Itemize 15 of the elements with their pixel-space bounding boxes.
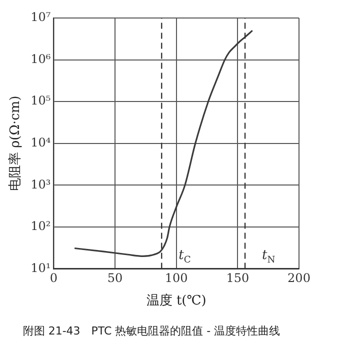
x-tick-label: 200 bbox=[288, 271, 310, 286]
y-axis-title: 电阻率 ρ(Ω·cm) bbox=[7, 96, 24, 192]
y-tick-label: 10⁷ bbox=[30, 10, 51, 24]
x-axis-title: 温度 t(℃) bbox=[146, 292, 206, 308]
x-tick-label: 150 bbox=[226, 271, 250, 286]
y-tick-label: 10⁶ bbox=[30, 52, 51, 66]
y-tick-label: 10² bbox=[30, 219, 51, 234]
x-tick-label: 50 bbox=[107, 271, 123, 286]
x-tick-label: 0 bbox=[50, 271, 58, 286]
y-tick-label: 10¹ bbox=[30, 260, 51, 275]
text: 附图 21-43 PTC 热敏电阻器的阻值 - 温度特性曲线 bbox=[22, 324, 280, 338]
x-tick-label: 100 bbox=[164, 271, 188, 286]
y-tick-label: 10³ bbox=[30, 177, 51, 192]
y-tick-label: 10⁵ bbox=[30, 94, 51, 108]
y-tick-label: 10⁴ bbox=[30, 136, 51, 150]
